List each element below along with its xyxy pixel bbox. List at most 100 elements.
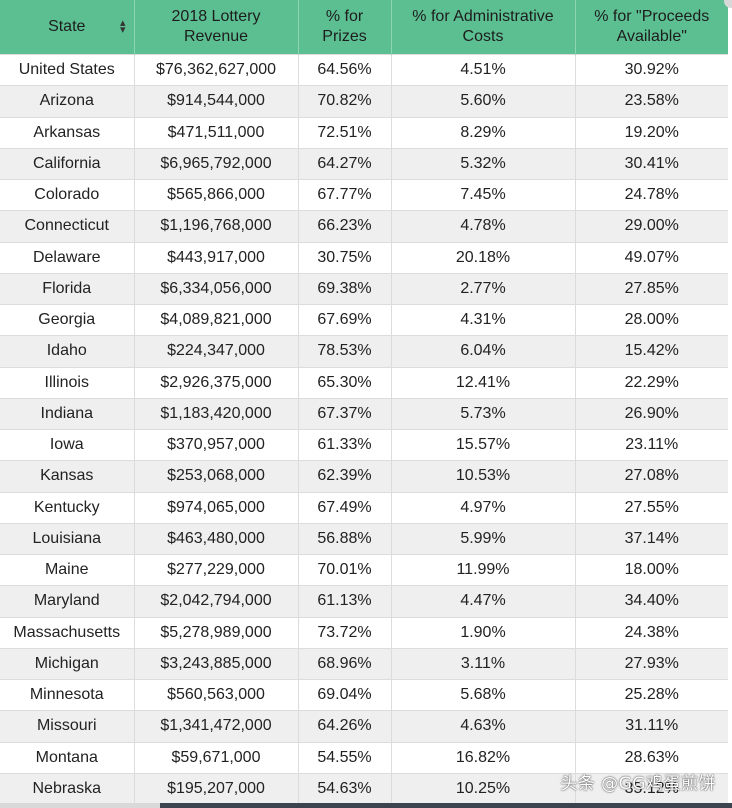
cell-revenue: $76,362,627,000: [134, 53, 299, 86]
column-header-state[interactable]: State ▴ ▾: [0, 0, 135, 55]
cell-prizes: 68.96%: [298, 647, 392, 680]
cell-revenue: $277,229,000: [134, 553, 299, 586]
cell-proceeds: 27.08%: [575, 460, 728, 492]
table-row: Nebraska $195,207,000 54.63% 10.25% 35.12%: [0, 772, 728, 803]
cell-revenue: $195,207,000: [134, 772, 299, 803]
table-row: Colorado $565,866,000 67.77% 7.45% 24.78%: [0, 178, 728, 211]
cell-proceeds: 28.63%: [575, 741, 728, 774]
cell-revenue: $4,089,821,000: [134, 303, 299, 336]
sort-updown-icon[interactable]: ▴ ▾: [119, 17, 126, 36]
cell-proceeds: 35.12%: [575, 772, 728, 803]
cell-state: Florida: [0, 272, 135, 305]
table-row: Montana $59,671,000 54.55% 16.82% 28.63%: [0, 741, 728, 774]
cell-state: Minnesota: [0, 678, 135, 711]
cell-admin-costs: 3.11%: [391, 647, 576, 680]
cell-revenue: $1,183,420,000: [134, 397, 299, 430]
table-row: Massachusetts $5,278,989,000 73.72% 1.90% 24…: [0, 616, 728, 649]
cell-state: Georgia: [0, 303, 135, 336]
cell-prizes: 56.88%: [298, 522, 392, 555]
cell-admin-costs: 4.97%: [391, 491, 576, 524]
cell-revenue: $565,866,000: [134, 178, 299, 211]
cell-state: Colorado: [0, 178, 135, 211]
cell-revenue: $224,347,000: [134, 335, 299, 367]
cell-state: Illinois: [0, 366, 135, 399]
cell-prizes: 72.51%: [298, 116, 392, 149]
cell-state: Kansas: [0, 460, 135, 492]
table-row: Arizona $914,544,000 70.82% 5.60% 23.58%: [0, 85, 728, 117]
cell-proceeds: 28.00%: [575, 303, 728, 336]
cell-proceeds: 24.38%: [575, 616, 728, 649]
cell-state: Louisiana: [0, 522, 135, 555]
horizontal-scrollbar[interactable]: [0, 803, 732, 808]
column-header-revenue[interactable]: 2018 Lottery Revenue: [134, 0, 299, 55]
cell-prizes: 67.49%: [298, 491, 392, 524]
cell-admin-costs: 7.45%: [391, 178, 576, 211]
cell-revenue: $471,511,000: [134, 116, 299, 149]
cell-admin-costs: 20.18%: [391, 241, 576, 274]
table-row: Florida $6,334,056,000 69.38% 2.77% 27.85%: [0, 272, 728, 305]
cell-revenue: $5,278,989,000: [134, 616, 299, 649]
column-header-admin-costs[interactable]: % for Administrative Costs: [391, 0, 576, 55]
table-row: Arkansas $471,511,000 72.51% 8.29% 19.20%: [0, 116, 728, 149]
cell-prizes: 64.26%: [298, 710, 392, 742]
table-row: California $6,965,792,000 64.27% 5.32% 30.41…: [0, 147, 728, 180]
cell-state: Arkansas: [0, 116, 135, 149]
cell-prizes: 65.30%: [298, 366, 392, 399]
cell-proceeds: 23.58%: [575, 85, 728, 117]
cell-admin-costs: 16.82%: [391, 741, 576, 774]
cell-proceeds: 49.07%: [575, 241, 728, 274]
table-row: Illinois $2,926,375,000 65.30% 12.41% 22.29%: [0, 366, 728, 399]
cell-revenue: $370,957,000: [134, 428, 299, 461]
cell-prizes: 30.75%: [298, 241, 392, 274]
cell-admin-costs: 4.47%: [391, 585, 576, 617]
cell-revenue: $443,917,000: [134, 241, 299, 274]
cell-admin-costs: 5.32%: [391, 147, 576, 180]
table-row: Kansas $253,068,000 62.39% 10.53% 27.08%: [0, 460, 728, 492]
table-row: Maine $277,229,000 70.01% 11.99% 18.00%: [0, 553, 728, 586]
cell-proceeds: 22.29%: [575, 366, 728, 399]
cell-admin-costs: 8.29%: [391, 116, 576, 149]
table-row: Iowa $370,957,000 61.33% 15.57% 23.11%: [0, 428, 728, 461]
cell-state: Maryland: [0, 585, 135, 617]
cell-proceeds: 24.78%: [575, 178, 728, 211]
cell-state: Nebraska: [0, 772, 135, 803]
cell-proceeds: 37.14%: [575, 522, 728, 555]
table-row: United States $76,362,627,000 64.56% 4.51% 3…: [0, 53, 728, 86]
cell-revenue: $1,341,472,000: [134, 710, 299, 742]
cell-prizes: 67.77%: [298, 178, 392, 211]
cell-state: Arizona: [0, 85, 135, 117]
cell-admin-costs: 5.73%: [391, 397, 576, 430]
cell-revenue: $560,563,000: [134, 678, 299, 711]
cell-state: Missouri: [0, 710, 135, 742]
cell-admin-costs: 15.57%: [391, 428, 576, 461]
cell-revenue: $463,480,000: [134, 522, 299, 555]
table-row: Delaware $443,917,000 30.75% 20.18% 49.07%: [0, 241, 728, 274]
cell-prizes: 66.23%: [298, 210, 392, 242]
column-header-prizes[interactable]: % for Prizes: [298, 0, 392, 55]
cell-prizes: 61.33%: [298, 428, 392, 461]
cell-revenue: $2,926,375,000: [134, 366, 299, 399]
cell-admin-costs: 10.53%: [391, 460, 576, 492]
column-header-proceeds[interactable]: % for "Proceeds Available": [575, 0, 728, 55]
cell-admin-costs: 4.51%: [391, 53, 576, 86]
cell-prizes: 73.72%: [298, 616, 392, 649]
cell-proceeds: 29.00%: [575, 210, 728, 242]
cell-admin-costs: 4.31%: [391, 303, 576, 336]
cell-prizes: 67.69%: [298, 303, 392, 336]
cell-admin-costs: 5.68%: [391, 678, 576, 711]
cell-state: Connecticut: [0, 210, 135, 242]
cell-state: United States: [0, 53, 135, 86]
cell-prizes: 70.01%: [298, 553, 392, 586]
scrollbar-thumb[interactable]: [160, 803, 732, 808]
cell-state: Michigan: [0, 647, 135, 680]
cell-proceeds: 27.93%: [575, 647, 728, 680]
cell-revenue: $6,334,056,000: [134, 272, 299, 305]
cell-state: Montana: [0, 741, 135, 774]
cell-proceeds: 25.28%: [575, 678, 728, 711]
cell-revenue: $253,068,000: [134, 460, 299, 492]
header-row: State ▴ ▾ 2018 Lottery Revenue % for Priz…: [0, 0, 728, 55]
table-row: Maryland $2,042,794,000 61.13% 4.47% 34.40%: [0, 585, 728, 617]
cell-state: Idaho: [0, 335, 135, 367]
cell-admin-costs: 5.60%: [391, 85, 576, 117]
